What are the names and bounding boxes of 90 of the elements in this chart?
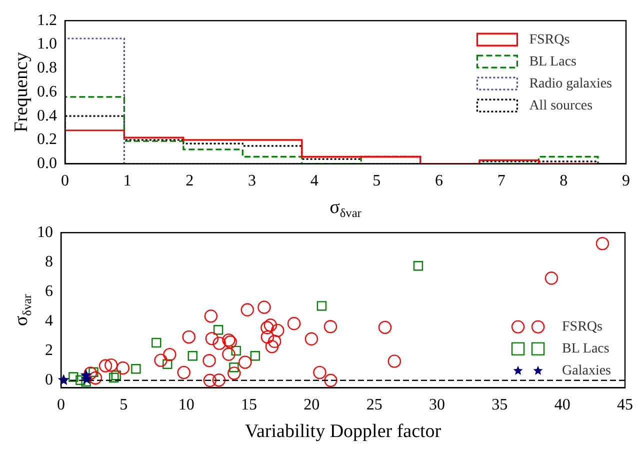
point [222,348,236,361]
x-tick-label: 10 [178,396,194,414]
point [212,336,226,350]
x-tick-label: 5 [372,172,381,190]
point [212,374,226,387]
x-tick-label: 7 [497,172,506,190]
x-tick-label: 0 [61,172,69,190]
point [231,346,241,356]
point [316,301,327,311]
y-tick-label: 0.4 [37,107,57,124]
point [238,356,252,369]
point [265,340,279,354]
point [131,364,141,374]
legend-label: FSRQs [562,319,602,334]
y-tick-label: 0.8 [37,60,57,77]
point [544,272,558,285]
x-axis-title: Variability Doppler factor [244,420,442,442]
x-tick-label: 3 [248,172,256,190]
point [163,348,176,362]
point [84,366,98,380]
y-tick-label: 6 [45,282,53,300]
x-tick-label: 30 [429,396,445,414]
legend-label: BL Lacs [562,341,610,356]
point [88,371,102,384]
point [270,324,284,338]
point [287,316,301,330]
point [324,374,338,388]
x-tick-label: 25 [366,396,382,414]
point [264,318,278,332]
point [203,374,216,388]
point [204,310,218,323]
y-tick-label: 2 [45,342,53,360]
point [177,366,190,380]
x-tick-label: 9 [622,172,630,190]
y-tick-label: 10 [37,224,53,241]
point [413,261,424,271]
legend-label: BL Lacs [529,54,576,70]
x-tick-label: 8 [560,172,568,190]
point [304,332,318,346]
x-tick-label: 20 [304,396,320,414]
point [240,303,254,316]
point [182,330,196,344]
point [260,330,274,344]
y-tick-label: 0.0 [37,155,57,172]
point [250,351,260,361]
legend-label: Galaxies [562,363,612,378]
point [213,325,224,335]
x-tick-label: 45 [617,396,633,414]
point [116,361,130,375]
point [258,300,271,314]
point [324,320,338,334]
point [154,354,168,367]
legend-label: All sources [529,98,593,114]
point [104,358,118,372]
y-tick-label: 0.2 [37,131,57,148]
point [229,362,239,372]
point [81,376,91,387]
y-tick-label: 0.6 [37,83,57,100]
y-tick-label: 1.0 [37,36,57,53]
x-tick-label: 15 [241,396,257,414]
point [227,366,241,380]
point [68,372,78,382]
legend-label: Radio galaxies [529,76,612,92]
x-tick-label: 35 [492,396,508,414]
point [313,366,326,380]
legend-label: FSRQs [529,32,570,48]
y-axis-title: Frequency [10,52,32,132]
x-tick-label: 4 [310,172,318,190]
y-tick-label: 1.2 [37,12,57,29]
point [268,334,282,348]
x-tick-label: 6 [435,172,443,190]
y-tick-label: 4 [45,312,53,330]
x-tick-label: 2 [186,172,194,190]
point [162,359,172,369]
point [152,338,162,348]
point [98,359,112,372]
x-tick-label: 5 [120,396,128,414]
point [378,320,392,334]
point [388,354,401,368]
y-tick-label: 0 [45,372,53,389]
x-tick-label: 1 [123,172,132,190]
x-tick-label: 40 [554,396,570,414]
point [76,375,86,385]
y-axis-title: σδvar [10,294,34,326]
point [205,332,218,346]
point [202,354,216,368]
y-tick-label: 8 [45,253,53,270]
point [188,351,198,361]
point [596,236,610,250]
point [260,321,274,334]
